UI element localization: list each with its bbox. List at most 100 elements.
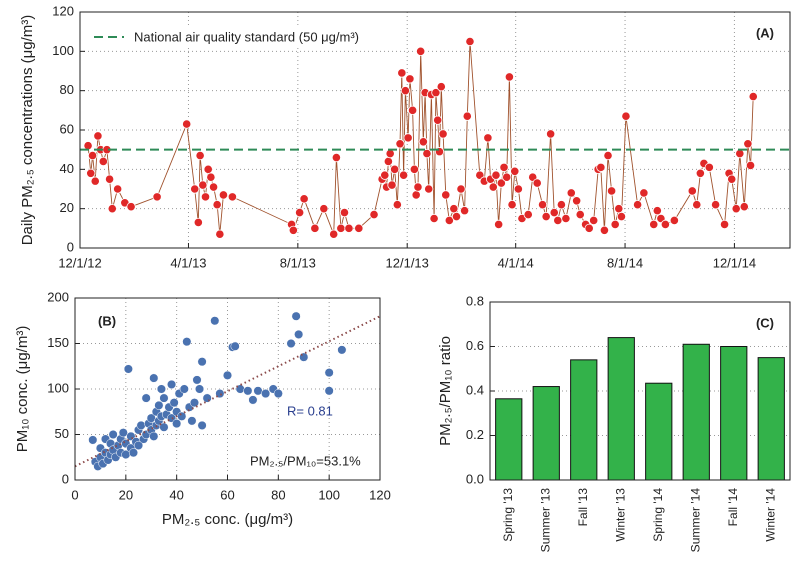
data-point (324, 368, 334, 378)
data-point (575, 209, 585, 220)
x-tick-label: 80 (271, 487, 285, 502)
data-point (212, 200, 222, 210)
data-point (436, 82, 446, 92)
data-point (337, 345, 347, 355)
data-point (603, 150, 613, 161)
data-point (319, 204, 329, 214)
data-point (159, 393, 169, 403)
data-point (748, 91, 758, 102)
data-point (192, 375, 202, 385)
x-tick-label: 60 (220, 487, 234, 502)
y-tick-label: 60 (60, 121, 74, 136)
x-tick-label: Fall '14 (726, 488, 740, 527)
data-point (395, 139, 405, 149)
data-point (222, 370, 233, 380)
annotation: R= 0.81 (287, 403, 333, 418)
data-point (572, 196, 582, 206)
data-point (172, 419, 182, 429)
data-point (504, 72, 515, 82)
x-tick-label: 12/1/14 (713, 255, 756, 270)
data-point (187, 416, 197, 426)
data-point (433, 115, 443, 125)
data-point (118, 428, 128, 438)
data-point (451, 211, 462, 222)
annotation: PM₂.₅/PM₁₀=53.1% (250, 453, 361, 468)
data-point (549, 208, 559, 218)
data-point (556, 200, 567, 210)
data-point (424, 184, 434, 194)
annotation: (A) (756, 25, 774, 40)
data-point (745, 160, 756, 170)
data-point (403, 133, 413, 143)
data-point (488, 182, 498, 192)
data-point (141, 393, 151, 403)
data-point (291, 311, 301, 321)
data-point (411, 190, 421, 200)
data-point (441, 190, 451, 200)
data-point (152, 192, 162, 202)
data-point (566, 188, 576, 198)
data-point (392, 200, 402, 210)
data-point (182, 337, 192, 347)
data-point (546, 129, 556, 139)
data-point (710, 200, 721, 210)
data-point (561, 213, 571, 224)
data-point (704, 162, 714, 172)
y-axis-label: Daily PM₂.₅ concentrations (μg/m³) (19, 15, 36, 246)
bar (720, 346, 748, 481)
y-tick-label: 200 (47, 289, 69, 304)
data-point (743, 139, 753, 149)
data-point (413, 182, 423, 192)
data-point (230, 341, 240, 351)
data-point (167, 379, 177, 390)
data-point (156, 384, 166, 394)
y-tick-label: 100 (47, 380, 69, 395)
x-tick-label: Spring '14 (651, 488, 665, 542)
data-point (502, 172, 512, 182)
x-tick-label: 100 (318, 487, 340, 502)
data-point (200, 192, 211, 202)
y-tick-label: 150 (47, 335, 69, 350)
data-point (113, 184, 123, 194)
data-point (465, 36, 475, 47)
legend-box (86, 26, 406, 48)
data-point (189, 398, 200, 408)
bar (495, 398, 523, 481)
data-point (193, 217, 203, 228)
data-point (462, 111, 472, 121)
data-point (86, 168, 96, 178)
data-point (596, 162, 606, 172)
y-tick-label: 80 (60, 82, 74, 97)
data-point (444, 215, 454, 226)
data-point (203, 164, 213, 174)
y-tick-label: 120 (52, 3, 74, 18)
data-point (499, 162, 509, 172)
data-point (727, 174, 737, 184)
data-point (190, 184, 200, 194)
data-point (88, 435, 98, 445)
x-tick-label: Summer '13 (538, 488, 552, 553)
data-point (295, 208, 305, 218)
data-point (584, 223, 594, 233)
data-point (418, 137, 428, 147)
data-point (107, 204, 117, 214)
y-tick-label: 20 (60, 200, 74, 215)
bar (757, 357, 785, 481)
data-point (639, 188, 649, 198)
data-point (339, 208, 350, 218)
x-tick-label: 4/1/14 (498, 255, 534, 270)
data-point (649, 219, 659, 229)
x-axis-label: PM₂.₅ conc. (μg/m³) (162, 511, 293, 528)
y-tick-label: 0.4 (466, 382, 484, 397)
data-point (407, 105, 418, 115)
bar (682, 343, 710, 481)
data-point (416, 46, 426, 56)
y-tick-label: 0.6 (466, 338, 484, 353)
data-point (532, 178, 542, 188)
data-point (491, 170, 501, 180)
y-tick-label: 0 (67, 239, 74, 254)
annotation: (C) (756, 315, 774, 330)
x-tick-label: 8/1/13 (280, 255, 316, 270)
y-tick-label: 0.8 (466, 293, 484, 308)
data-point (218, 190, 229, 200)
